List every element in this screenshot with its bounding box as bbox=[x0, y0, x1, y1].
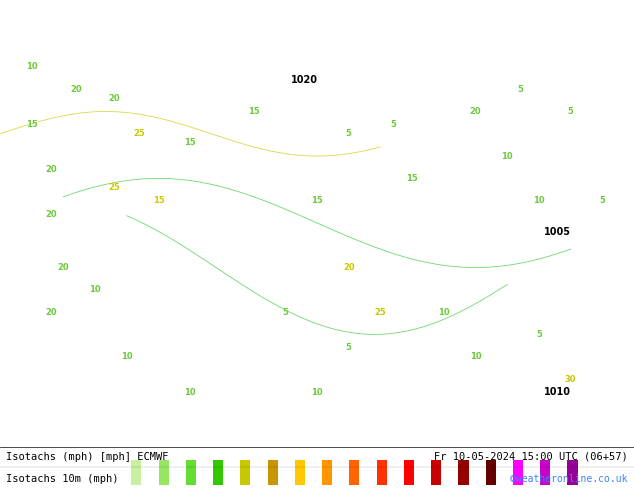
Text: 15: 15 bbox=[248, 107, 259, 116]
Text: 45: 45 bbox=[323, 474, 332, 484]
Text: 5: 5 bbox=[346, 129, 352, 138]
Text: 10: 10 bbox=[533, 196, 545, 205]
Text: 60: 60 bbox=[404, 474, 413, 484]
FancyBboxPatch shape bbox=[567, 461, 578, 485]
Text: 75: 75 bbox=[486, 474, 495, 484]
Text: 15: 15 bbox=[26, 121, 37, 129]
Text: 65: 65 bbox=[432, 474, 441, 484]
FancyBboxPatch shape bbox=[458, 461, 469, 485]
Text: 15: 15 bbox=[153, 196, 164, 205]
FancyBboxPatch shape bbox=[377, 461, 387, 485]
FancyBboxPatch shape bbox=[540, 461, 550, 485]
Text: 85: 85 bbox=[541, 474, 550, 484]
FancyBboxPatch shape bbox=[322, 461, 332, 485]
FancyBboxPatch shape bbox=[431, 461, 441, 485]
Text: 15: 15 bbox=[184, 138, 196, 147]
Text: 20: 20 bbox=[343, 263, 354, 272]
Text: 10: 10 bbox=[438, 308, 450, 317]
Text: 5: 5 bbox=[390, 121, 396, 129]
Text: 5: 5 bbox=[536, 330, 542, 339]
Text: 15: 15 bbox=[159, 474, 168, 484]
Text: 10: 10 bbox=[121, 352, 133, 361]
Text: ©weatheronline.co.uk: ©weatheronline.co.uk bbox=[510, 474, 628, 484]
Text: Isotachs (mph) [mph] ECMWF: Isotachs (mph) [mph] ECMWF bbox=[6, 452, 169, 462]
Text: 20: 20 bbox=[58, 263, 69, 272]
Text: 90: 90 bbox=[568, 474, 577, 484]
Text: 10: 10 bbox=[470, 352, 481, 361]
Text: 25: 25 bbox=[108, 183, 120, 192]
FancyBboxPatch shape bbox=[349, 461, 359, 485]
Text: 20: 20 bbox=[45, 210, 56, 219]
Text: Fr 10-05-2024 15:00 UTC (06+57): Fr 10-05-2024 15:00 UTC (06+57) bbox=[434, 452, 628, 462]
Text: 20: 20 bbox=[470, 107, 481, 116]
Text: 55: 55 bbox=[377, 474, 386, 484]
FancyBboxPatch shape bbox=[486, 461, 496, 485]
Text: 30: 30 bbox=[241, 474, 250, 484]
Text: 25: 25 bbox=[214, 474, 223, 484]
Text: 1020: 1020 bbox=[291, 75, 318, 85]
Text: 25: 25 bbox=[375, 308, 386, 317]
Text: 30: 30 bbox=[565, 374, 576, 384]
Text: 1010: 1010 bbox=[545, 388, 571, 397]
Text: 25: 25 bbox=[134, 129, 145, 138]
Text: 35: 35 bbox=[268, 474, 277, 484]
FancyBboxPatch shape bbox=[404, 461, 414, 485]
FancyBboxPatch shape bbox=[295, 461, 305, 485]
FancyBboxPatch shape bbox=[213, 461, 223, 485]
FancyBboxPatch shape bbox=[186, 461, 196, 485]
Text: 10: 10 bbox=[184, 388, 196, 397]
FancyBboxPatch shape bbox=[240, 461, 250, 485]
FancyBboxPatch shape bbox=[131, 461, 141, 485]
Text: 20: 20 bbox=[45, 165, 56, 174]
Text: 40: 40 bbox=[295, 474, 304, 484]
FancyBboxPatch shape bbox=[268, 461, 278, 485]
Text: 15: 15 bbox=[406, 174, 418, 183]
Text: 5: 5 bbox=[599, 196, 605, 205]
Text: 10: 10 bbox=[26, 62, 37, 72]
Text: 20: 20 bbox=[108, 94, 120, 102]
Text: 70: 70 bbox=[459, 474, 468, 484]
Text: 5: 5 bbox=[282, 308, 288, 317]
Text: 80: 80 bbox=[514, 474, 522, 484]
Text: 5: 5 bbox=[567, 107, 574, 116]
FancyBboxPatch shape bbox=[513, 461, 523, 485]
Text: 10: 10 bbox=[311, 388, 323, 397]
Text: 10: 10 bbox=[132, 474, 141, 484]
Text: 1005: 1005 bbox=[545, 227, 571, 237]
Text: Isotachs 10m (mph): Isotachs 10m (mph) bbox=[6, 474, 119, 484]
Text: 20: 20 bbox=[70, 85, 82, 94]
Text: 10: 10 bbox=[89, 285, 101, 294]
FancyBboxPatch shape bbox=[158, 461, 169, 485]
Text: 5: 5 bbox=[517, 85, 523, 94]
Text: 50: 50 bbox=[350, 474, 359, 484]
Text: 20: 20 bbox=[186, 474, 195, 484]
Text: 20: 20 bbox=[45, 308, 56, 317]
Text: 15: 15 bbox=[311, 196, 323, 205]
Text: 10: 10 bbox=[501, 151, 513, 161]
Text: 5: 5 bbox=[346, 343, 352, 352]
